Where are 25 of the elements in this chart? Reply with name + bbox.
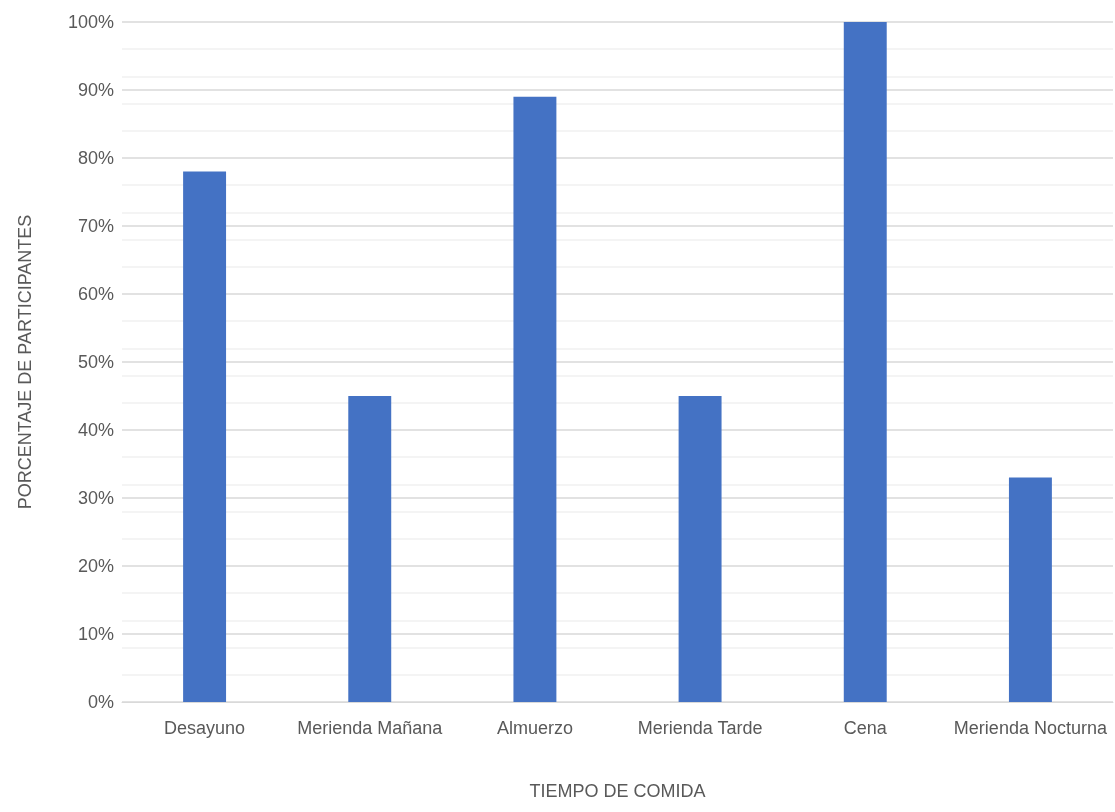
bar [513, 96, 557, 702]
x-axis-title: TIEMPO DE COMIDA [529, 781, 706, 801]
x-tick-label: Merienda Nocturna [953, 718, 1108, 738]
y-tick-label: 40% [77, 420, 114, 440]
x-tick-label: Cena [843, 718, 888, 738]
bar [678, 396, 722, 702]
y-tick-label: 60% [77, 284, 114, 304]
y-tick-label: 30% [77, 488, 114, 508]
y-tick-label: 80% [77, 148, 114, 168]
bar [843, 22, 887, 702]
bar [1008, 477, 1052, 702]
y-tick-label: 20% [77, 556, 114, 576]
y-tick-label: 100% [67, 12, 114, 32]
y-tick-label: 10% [77, 624, 114, 644]
y-tick-label: 90% [77, 80, 114, 100]
x-tick-label: Merienda Mañana [297, 718, 444, 738]
y-axis-title: PORCENTAJE DE PARTICIPANTES [15, 214, 35, 510]
y-tick-label: 70% [77, 216, 114, 236]
x-tick-label: Merienda Tarde [637, 718, 763, 738]
x-tick-label: Desayuno [164, 718, 246, 738]
y-tick-label: 50% [77, 352, 114, 372]
y-tick-label: 0% [87, 692, 114, 712]
x-tick-label: Almuerzo [496, 718, 573, 738]
bar [348, 396, 392, 702]
bar [183, 171, 227, 702]
